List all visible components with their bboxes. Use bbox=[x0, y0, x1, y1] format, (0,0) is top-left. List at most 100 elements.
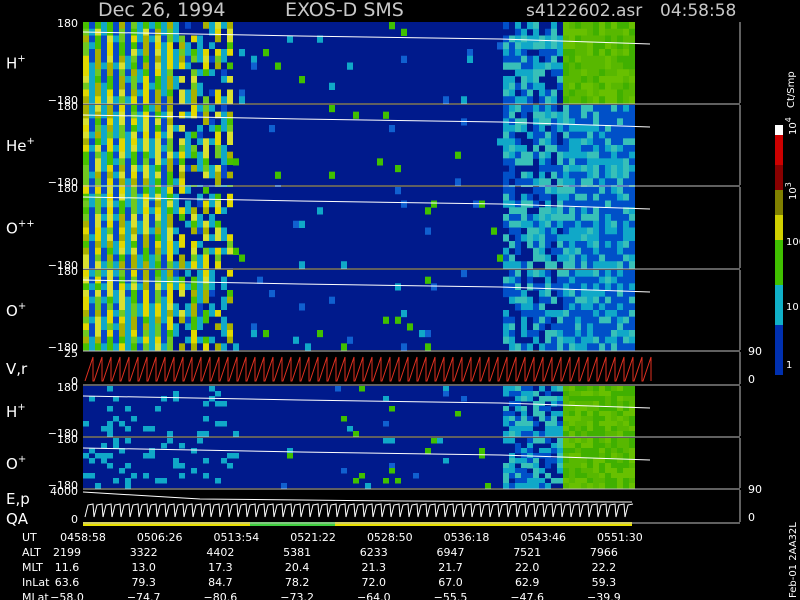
spectrogram-cell bbox=[671, 296, 677, 304]
spectrogram-cell bbox=[539, 478, 545, 484]
spectrogram-cell bbox=[113, 438, 119, 444]
spectrogram-cell bbox=[647, 138, 653, 146]
spectrogram-cell bbox=[683, 200, 689, 208]
spectrogram-cell bbox=[635, 468, 641, 474]
spectrogram-cell bbox=[143, 158, 149, 166]
spectrogram-cell bbox=[125, 234, 131, 242]
spectrogram-cell bbox=[203, 55, 209, 63]
spectrogram-cell bbox=[605, 270, 611, 278]
spectrogram-cell bbox=[95, 131, 101, 139]
spectrogram-cell bbox=[719, 386, 725, 392]
spectrogram-cell bbox=[203, 105, 209, 113]
spectrogram-cell bbox=[707, 458, 713, 464]
spectrogram-cell bbox=[143, 138, 149, 146]
spectrogram-cell bbox=[539, 105, 545, 113]
spectrogram-cell bbox=[629, 111, 635, 119]
spectrogram-cell bbox=[647, 200, 653, 208]
spectrogram-cell bbox=[563, 343, 569, 351]
spectrogram-cell bbox=[725, 151, 731, 159]
spectrogram-cell bbox=[701, 473, 707, 479]
spectrogram-cell bbox=[611, 416, 617, 422]
spectrogram-cell bbox=[83, 316, 89, 324]
label-main: E,p bbox=[6, 490, 30, 508]
spectrogram-cell bbox=[143, 165, 149, 173]
spectrogram-cell bbox=[209, 261, 215, 269]
label-main: H bbox=[6, 55, 17, 73]
spectrogram-cell bbox=[587, 343, 593, 351]
spectrogram-cell bbox=[653, 118, 659, 126]
spectrogram-cell bbox=[545, 220, 551, 228]
spectrogram-cell bbox=[569, 105, 575, 113]
spectrogram-cell bbox=[665, 391, 671, 397]
spectrogram-cell bbox=[611, 69, 617, 77]
spectrogram-cell bbox=[641, 303, 647, 311]
spectrogram-cell bbox=[89, 270, 95, 278]
spectrogram-cell bbox=[665, 458, 671, 464]
spectrogram-cell bbox=[131, 89, 137, 97]
spectrogram-cell bbox=[683, 270, 689, 278]
spectrogram-cell bbox=[227, 296, 233, 304]
spectrogram-cell bbox=[617, 89, 623, 97]
spectrogram-cell bbox=[395, 478, 401, 484]
spectrogram-cell bbox=[731, 438, 737, 444]
spectrogram-cell bbox=[299, 76, 305, 84]
spectrogram-cell bbox=[665, 478, 671, 484]
spectrogram-cell bbox=[101, 49, 107, 57]
spectrogram-cell bbox=[623, 178, 629, 186]
spectrogram-cell bbox=[659, 42, 665, 50]
spectrogram-cell bbox=[215, 55, 221, 63]
spectrogram-cell bbox=[83, 89, 89, 97]
spectrogram-cell bbox=[107, 178, 113, 186]
spectrogram-cell bbox=[131, 131, 137, 139]
spectrogram-cell bbox=[695, 69, 701, 77]
spectrogram-cell bbox=[587, 386, 593, 392]
spectrogram-cell bbox=[551, 69, 557, 77]
spectrogram-cell bbox=[647, 118, 653, 126]
spectrogram-cell bbox=[191, 187, 197, 195]
spectrogram-cell bbox=[653, 416, 659, 422]
spectrogram-cell bbox=[599, 463, 605, 469]
spectrogram-cell bbox=[629, 35, 635, 43]
spectrogram-cell bbox=[185, 76, 191, 84]
spectrogram-cell bbox=[665, 125, 671, 133]
spectrogram-cell bbox=[545, 343, 551, 351]
spectrogram-cell bbox=[101, 290, 107, 298]
spectrogram-cell bbox=[713, 158, 719, 166]
cell: 21.3 bbox=[362, 561, 387, 574]
spectrogram-cell bbox=[101, 96, 107, 104]
spectrogram-cell bbox=[581, 453, 587, 459]
spectrogram-cell bbox=[653, 220, 659, 228]
spectrogram-cell bbox=[635, 55, 641, 63]
spectrogram-cell bbox=[125, 330, 131, 338]
spectrogram-cell bbox=[563, 261, 569, 269]
spectrogram-cell bbox=[275, 171, 281, 179]
spectrogram-cell bbox=[155, 131, 161, 139]
spectrogram-cell bbox=[125, 207, 131, 215]
spectrogram-cell bbox=[665, 431, 671, 437]
spectrogram-cell bbox=[515, 96, 521, 104]
spectrogram-cell bbox=[593, 296, 599, 304]
spectrogram-cell bbox=[215, 62, 221, 70]
spectrogram-cell bbox=[647, 111, 653, 119]
spectrogram-cell bbox=[683, 69, 689, 77]
spectrogram-cell bbox=[665, 178, 671, 186]
spectrogram-cell bbox=[395, 316, 401, 324]
spectrogram-cell bbox=[215, 49, 221, 57]
spectrogram-cell bbox=[191, 111, 197, 119]
spectrogram-cell bbox=[167, 310, 173, 318]
spectrogram-cell bbox=[221, 343, 227, 351]
spectrogram-cell bbox=[95, 125, 101, 133]
spectrogram-cell bbox=[665, 323, 671, 331]
spectrogram-cell bbox=[155, 303, 161, 311]
spectrogram-cell bbox=[113, 316, 119, 324]
spectrogram-cell bbox=[719, 458, 725, 464]
spectrogram-cell bbox=[119, 303, 125, 311]
spectrogram-cell bbox=[143, 234, 149, 242]
spectrogram-cell bbox=[683, 473, 689, 479]
spectrogram-cell bbox=[557, 158, 563, 166]
spectrogram-cell bbox=[719, 247, 725, 255]
spectrogram-cell bbox=[143, 35, 149, 43]
spectrogram-cell bbox=[551, 35, 557, 43]
spectrogram-cell bbox=[149, 42, 155, 50]
